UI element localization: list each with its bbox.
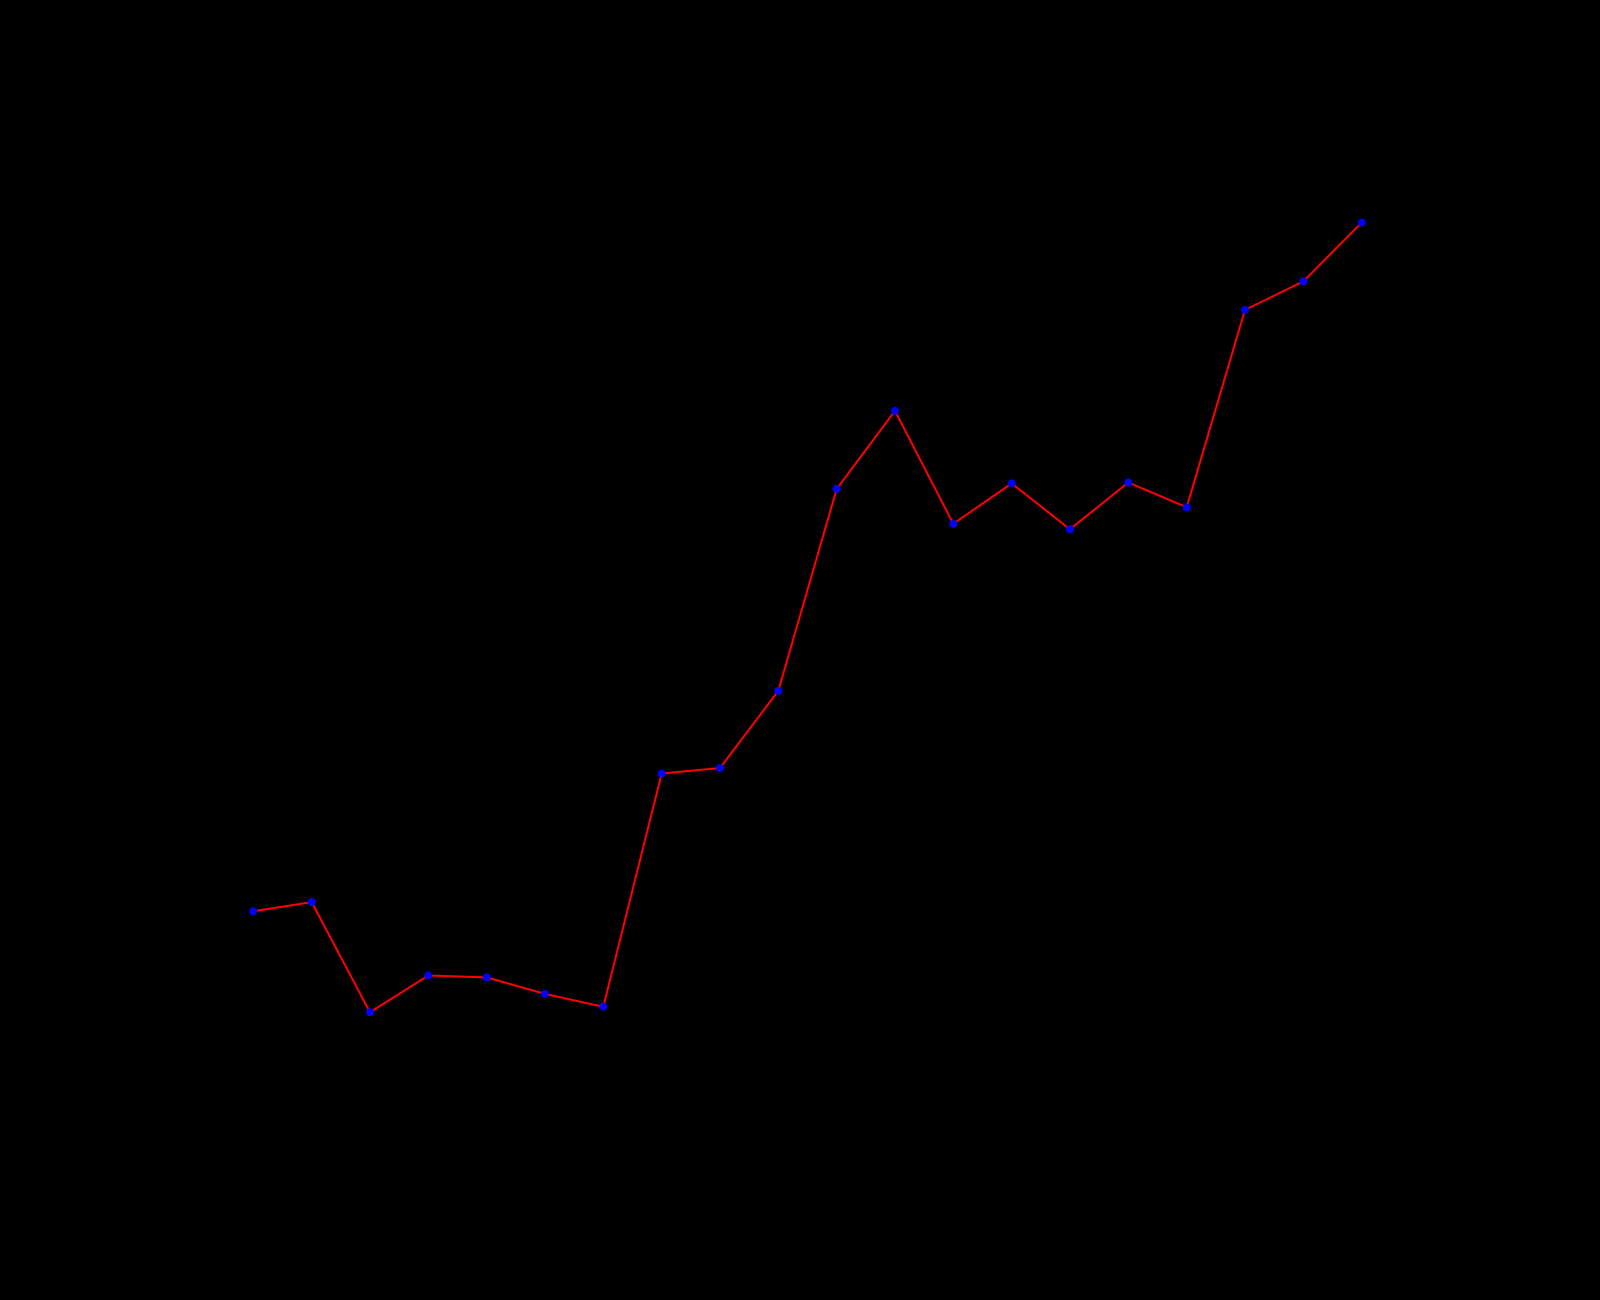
- data-point-13: [949, 519, 958, 528]
- data-point-14: [1007, 479, 1016, 488]
- data-point-10: [774, 686, 783, 695]
- series-layer: [249, 218, 1366, 1017]
- data-point-4: [424, 971, 433, 980]
- data-point-3: [366, 1008, 374, 1017]
- data-point-5: [482, 973, 491, 982]
- data-point-18: [1241, 305, 1249, 314]
- data-point-20: [1357, 218, 1366, 227]
- data-point-8: [657, 769, 666, 778]
- data-point-19: [1299, 277, 1308, 286]
- data-point-2: [307, 898, 316, 907]
- data-point-17: [1182, 503, 1191, 512]
- data-point-1: [249, 907, 258, 916]
- series-line-0: [253, 221, 1363, 1014]
- data-point-15: [1066, 525, 1074, 534]
- data-point-6: [541, 989, 549, 998]
- data-point-11: [832, 484, 841, 493]
- data-point-12: [891, 406, 899, 415]
- data-point-9: [716, 764, 724, 772]
- data-point-16: [1124, 478, 1133, 487]
- data-point-7: [599, 1002, 608, 1011]
